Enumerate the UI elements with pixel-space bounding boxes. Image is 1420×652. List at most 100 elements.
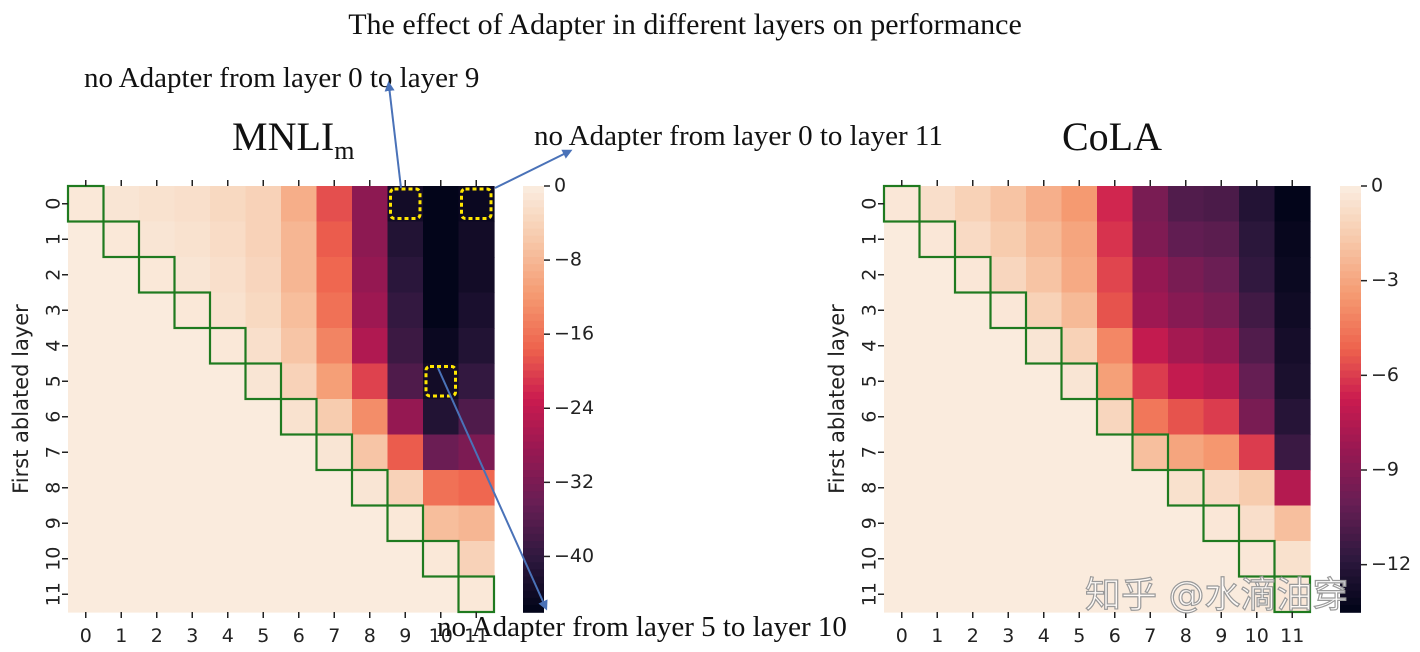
mnli-cell-8-7 (316, 470, 353, 507)
mnli-cell-1-7 (316, 221, 353, 258)
mnli-cell-4-6 (281, 328, 318, 365)
cola-cell-0-11 (1274, 186, 1311, 223)
cola-cell-4-2 (955, 328, 992, 365)
mnli-colorbar-segment-53 (523, 562, 544, 571)
mnli-heatmap: 0123456789101101234567891011Last ablated… (9, 175, 594, 652)
cola-colorbar-segment-47 (1340, 519, 1361, 528)
cola-y-tick-label-6: 6 (859, 411, 881, 423)
cola-cell-5-8 (1168, 363, 1205, 400)
mnli-x-tick-label-10: 10 (429, 625, 453, 647)
arrow-5-to-10 (437, 367, 548, 611)
cola-colorbar-segment-18 (1340, 313, 1361, 322)
cola-cell-4-6 (1097, 328, 1134, 365)
mnli-cell-7-8 (352, 434, 389, 471)
cola-cell-10-10 (1239, 541, 1276, 578)
mnli-colorbar-segment-10 (523, 257, 544, 265)
cola-cell-8-8 (1168, 470, 1205, 507)
mnli-x-tick-label-4: 4 (222, 625, 234, 647)
cola-diag-box-8 (1166, 468, 1205, 507)
mnli-diag-box-2 (137, 255, 176, 294)
cola-colorbar-segment-54 (1340, 569, 1361, 578)
cola-colorbar-segment-5 (1340, 221, 1361, 230)
mnli-cell-10-5 (245, 541, 282, 578)
cola-colorbar-segment-33 (1340, 420, 1361, 429)
mnli-cell-11-4 (210, 576, 247, 613)
cola-cell-11-3 (990, 576, 1027, 613)
mnli-cell-11-2 (139, 576, 176, 613)
cola-colorbar-segment-35 (1340, 434, 1361, 443)
cola-cell-2-10 (1239, 257, 1276, 294)
cola-cell-4-5 (1061, 328, 1098, 365)
mnli-cell-5-6 (281, 363, 318, 400)
mnli-x-tick-label-6: 6 (293, 625, 305, 647)
cola-cell-1-11 (1274, 221, 1311, 258)
cola-colorbar-tick-label-4: −12 (1371, 553, 1411, 575)
mnli-colorbar-segment-0 (523, 186, 544, 194)
cola-cell-3-8 (1168, 292, 1205, 329)
mnli-cell-10-4 (210, 541, 247, 578)
mnli-cell-3-3 (174, 292, 211, 329)
cola-cell-8-4 (1026, 470, 1063, 507)
cola-cell-9-2 (955, 505, 992, 542)
mnli-cell-6-10 (423, 399, 460, 436)
cola-cell-0-5 (1061, 186, 1098, 223)
cola-cell-3-4 (1026, 292, 1063, 329)
mnli-cell-11-10 (423, 576, 460, 613)
cola-colorbar-segment-49 (1340, 533, 1361, 542)
cola-colorbar-segment-1 (1340, 193, 1361, 201)
cola-cell-7-2 (955, 434, 992, 471)
mnli-cell-0-9 (387, 186, 424, 223)
cola-cell-0-10 (1239, 186, 1276, 223)
mnli-cell-8-1 (103, 470, 140, 507)
mnli-cell-1-10 (423, 221, 460, 258)
annotation-0-to-11: no Adapter from layer 0 to layer 11 (534, 120, 943, 152)
cola-cell-4-10 (1239, 328, 1276, 365)
mnli-cell-6-8 (352, 399, 389, 436)
cola-cell-10-11 (1274, 541, 1311, 578)
cola-cell-4-7 (1132, 328, 1169, 365)
cola-cell-2-8 (1168, 257, 1205, 294)
mnli-x-tick-label-0: 0 (80, 625, 92, 647)
cola-cell-3-2 (955, 292, 992, 329)
cola-cell-1-7 (1132, 221, 1169, 258)
cola-colorbar-segment-12 (1340, 271, 1361, 280)
mnli-cell-9-9 (387, 505, 424, 542)
cola-colorbar-segment-52 (1340, 555, 1361, 564)
cola-cell-6-1 (919, 399, 956, 436)
mnli-colorbar-segment-23 (523, 349, 544, 358)
mnli-cell-10-6 (281, 541, 318, 578)
cola-cell-9-8 (1168, 505, 1205, 542)
mnli-colorbar-tick-label-3: −24 (554, 397, 594, 419)
cola-colorbar-segment-0 (1340, 186, 1361, 194)
mnli-cell-1-5 (245, 221, 282, 258)
mnli-cell-9-1 (103, 505, 140, 542)
cola-cell-3-6 (1097, 292, 1134, 329)
cola-cell-9-0 (884, 505, 921, 542)
mnli-cell-3-11 (458, 292, 495, 329)
cola-colorbar-segment-46 (1340, 512, 1361, 521)
mnli-cell-9-5 (245, 505, 282, 542)
cola-cell-5-7 (1132, 363, 1169, 400)
mnli-cell-8-3 (174, 470, 211, 507)
mnli-cell-3-5 (245, 292, 282, 329)
cola-y-tick-label-2: 2 (859, 269, 881, 281)
mnli-cell-0-4 (210, 186, 247, 223)
cola-cell-10-3 (990, 541, 1027, 578)
cola-cell-10-5 (1061, 541, 1098, 578)
mnli-y-tick-label-7: 7 (43, 446, 65, 458)
cola-cell-4-1 (919, 328, 956, 365)
mnli-y-axis-label: First ablated layer (9, 304, 33, 494)
cola-cell-3-11 (1274, 292, 1311, 329)
mnli-cell-2-7 (316, 257, 353, 294)
cola-cell-11-7 (1132, 576, 1169, 613)
cola-cell-4-3 (990, 328, 1027, 365)
cola-cell-2-4 (1026, 257, 1063, 294)
mnli-colorbar-segment-30 (523, 399, 544, 407)
cola-cell-7-11 (1274, 434, 1311, 471)
cola-colorbar-segment-4 (1340, 214, 1361, 223)
annotation-5-to-10: no Adapter from layer 5 to layer 10 (437, 611, 847, 643)
cola-colorbar-segment-56 (1340, 583, 1361, 592)
cola-colorbar-segment-57 (1340, 590, 1361, 599)
mnli-colorbar-segment-35 (523, 434, 544, 443)
mnli-cell-1-11 (458, 221, 495, 258)
